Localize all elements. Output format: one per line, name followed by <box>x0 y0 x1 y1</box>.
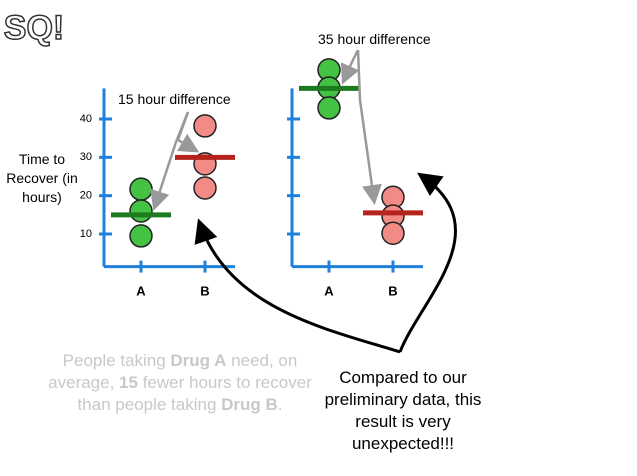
data-point <box>317 96 341 120</box>
x-tick-label: B <box>388 283 397 298</box>
annotation: 35 hour difference <box>318 31 431 47</box>
data-point <box>193 176 217 200</box>
caption-part: . <box>277 395 283 414</box>
caption-part: Drug B <box>221 395 278 414</box>
arrow <box>194 218 401 354</box>
y-tick-label: 10 <box>80 228 92 240</box>
caption-part: need, on average, <box>48 351 298 392</box>
arrow <box>176 111 200 153</box>
y-tick-label: 20 <box>80 190 92 202</box>
data-point <box>193 114 217 138</box>
arrow <box>398 172 457 353</box>
x-tick-label: A <box>324 283 334 298</box>
caption-part: fewer hours to recover than people takin… <box>77 373 312 414</box>
arrow <box>356 49 382 205</box>
y-tick-label: 30 <box>80 151 92 163</box>
logo: SQ! <box>4 9 64 47</box>
x-tick-label: B <box>200 283 209 298</box>
callout-arrows <box>194 172 457 354</box>
arrow <box>340 49 360 85</box>
data-point <box>129 199 153 223</box>
data-point <box>381 221 405 245</box>
caption-part: Drug A <box>170 351 227 370</box>
annotation-arrows <box>150 49 382 211</box>
y-axis-label: Time to Recover (in hours) <box>6 151 78 205</box>
callout: Compared to our preliminary data, this r… <box>324 368 482 453</box>
data-point <box>129 177 153 201</box>
caption: People taking Drug A need, on average, 1… <box>40 350 320 416</box>
x-tick-label: A <box>136 283 146 298</box>
y-tick-label: 40 <box>80 113 92 125</box>
annotation: 15 hour difference <box>118 91 231 107</box>
caption-part: 15 <box>119 373 138 392</box>
caption-part: People taking <box>62 351 171 370</box>
data-point <box>129 224 153 248</box>
